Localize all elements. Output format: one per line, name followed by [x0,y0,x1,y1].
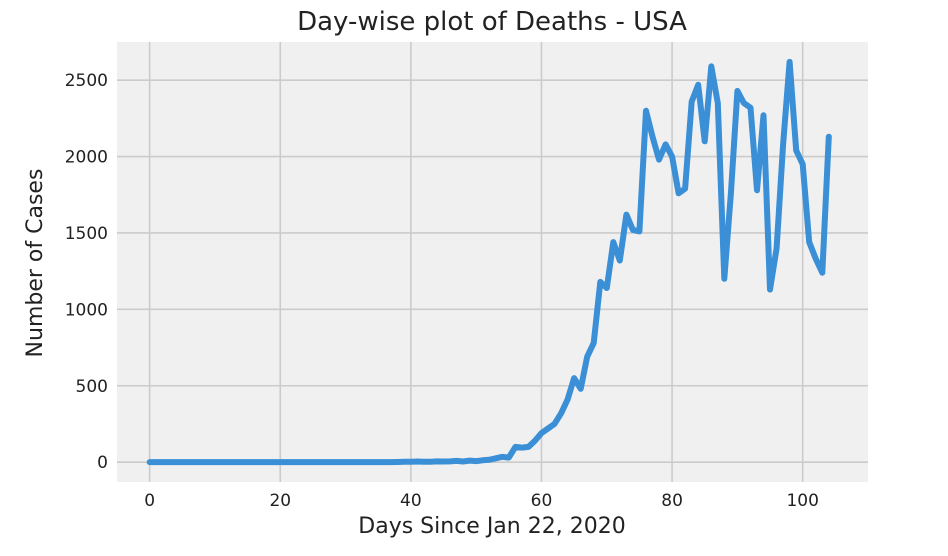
y-axis-ticks: 0 500 1000 1500 2000 2500 [65,71,108,473]
x-tick-label: 80 [661,491,683,511]
x-tick-label: 20 [269,491,291,511]
series-line [146,58,832,466]
y-tick-label: 1500 [65,224,108,244]
y-tick-label: 500 [76,377,108,397]
y-tick-label: 0 [97,453,108,473]
y-tick-label: 1000 [65,300,108,320]
y-tick-label: 2000 [65,148,108,168]
chart-title: Day-wise plot of Deaths - USA [297,7,687,37]
x-tick-label: 60 [531,491,553,511]
y-axis-label: Number of Cases [23,169,48,358]
x-axis-label: Days Since Jan 22, 2020 [358,514,625,539]
x-tick-label: 40 [400,491,422,511]
y-tick-label: 2500 [65,71,108,91]
x-tick-label: 100 [786,491,818,511]
x-tick-label: 0 [144,491,155,511]
plot-area [117,42,868,482]
x-axis-ticks: 0 20 40 60 80 100 [144,491,819,511]
grid [117,42,868,482]
